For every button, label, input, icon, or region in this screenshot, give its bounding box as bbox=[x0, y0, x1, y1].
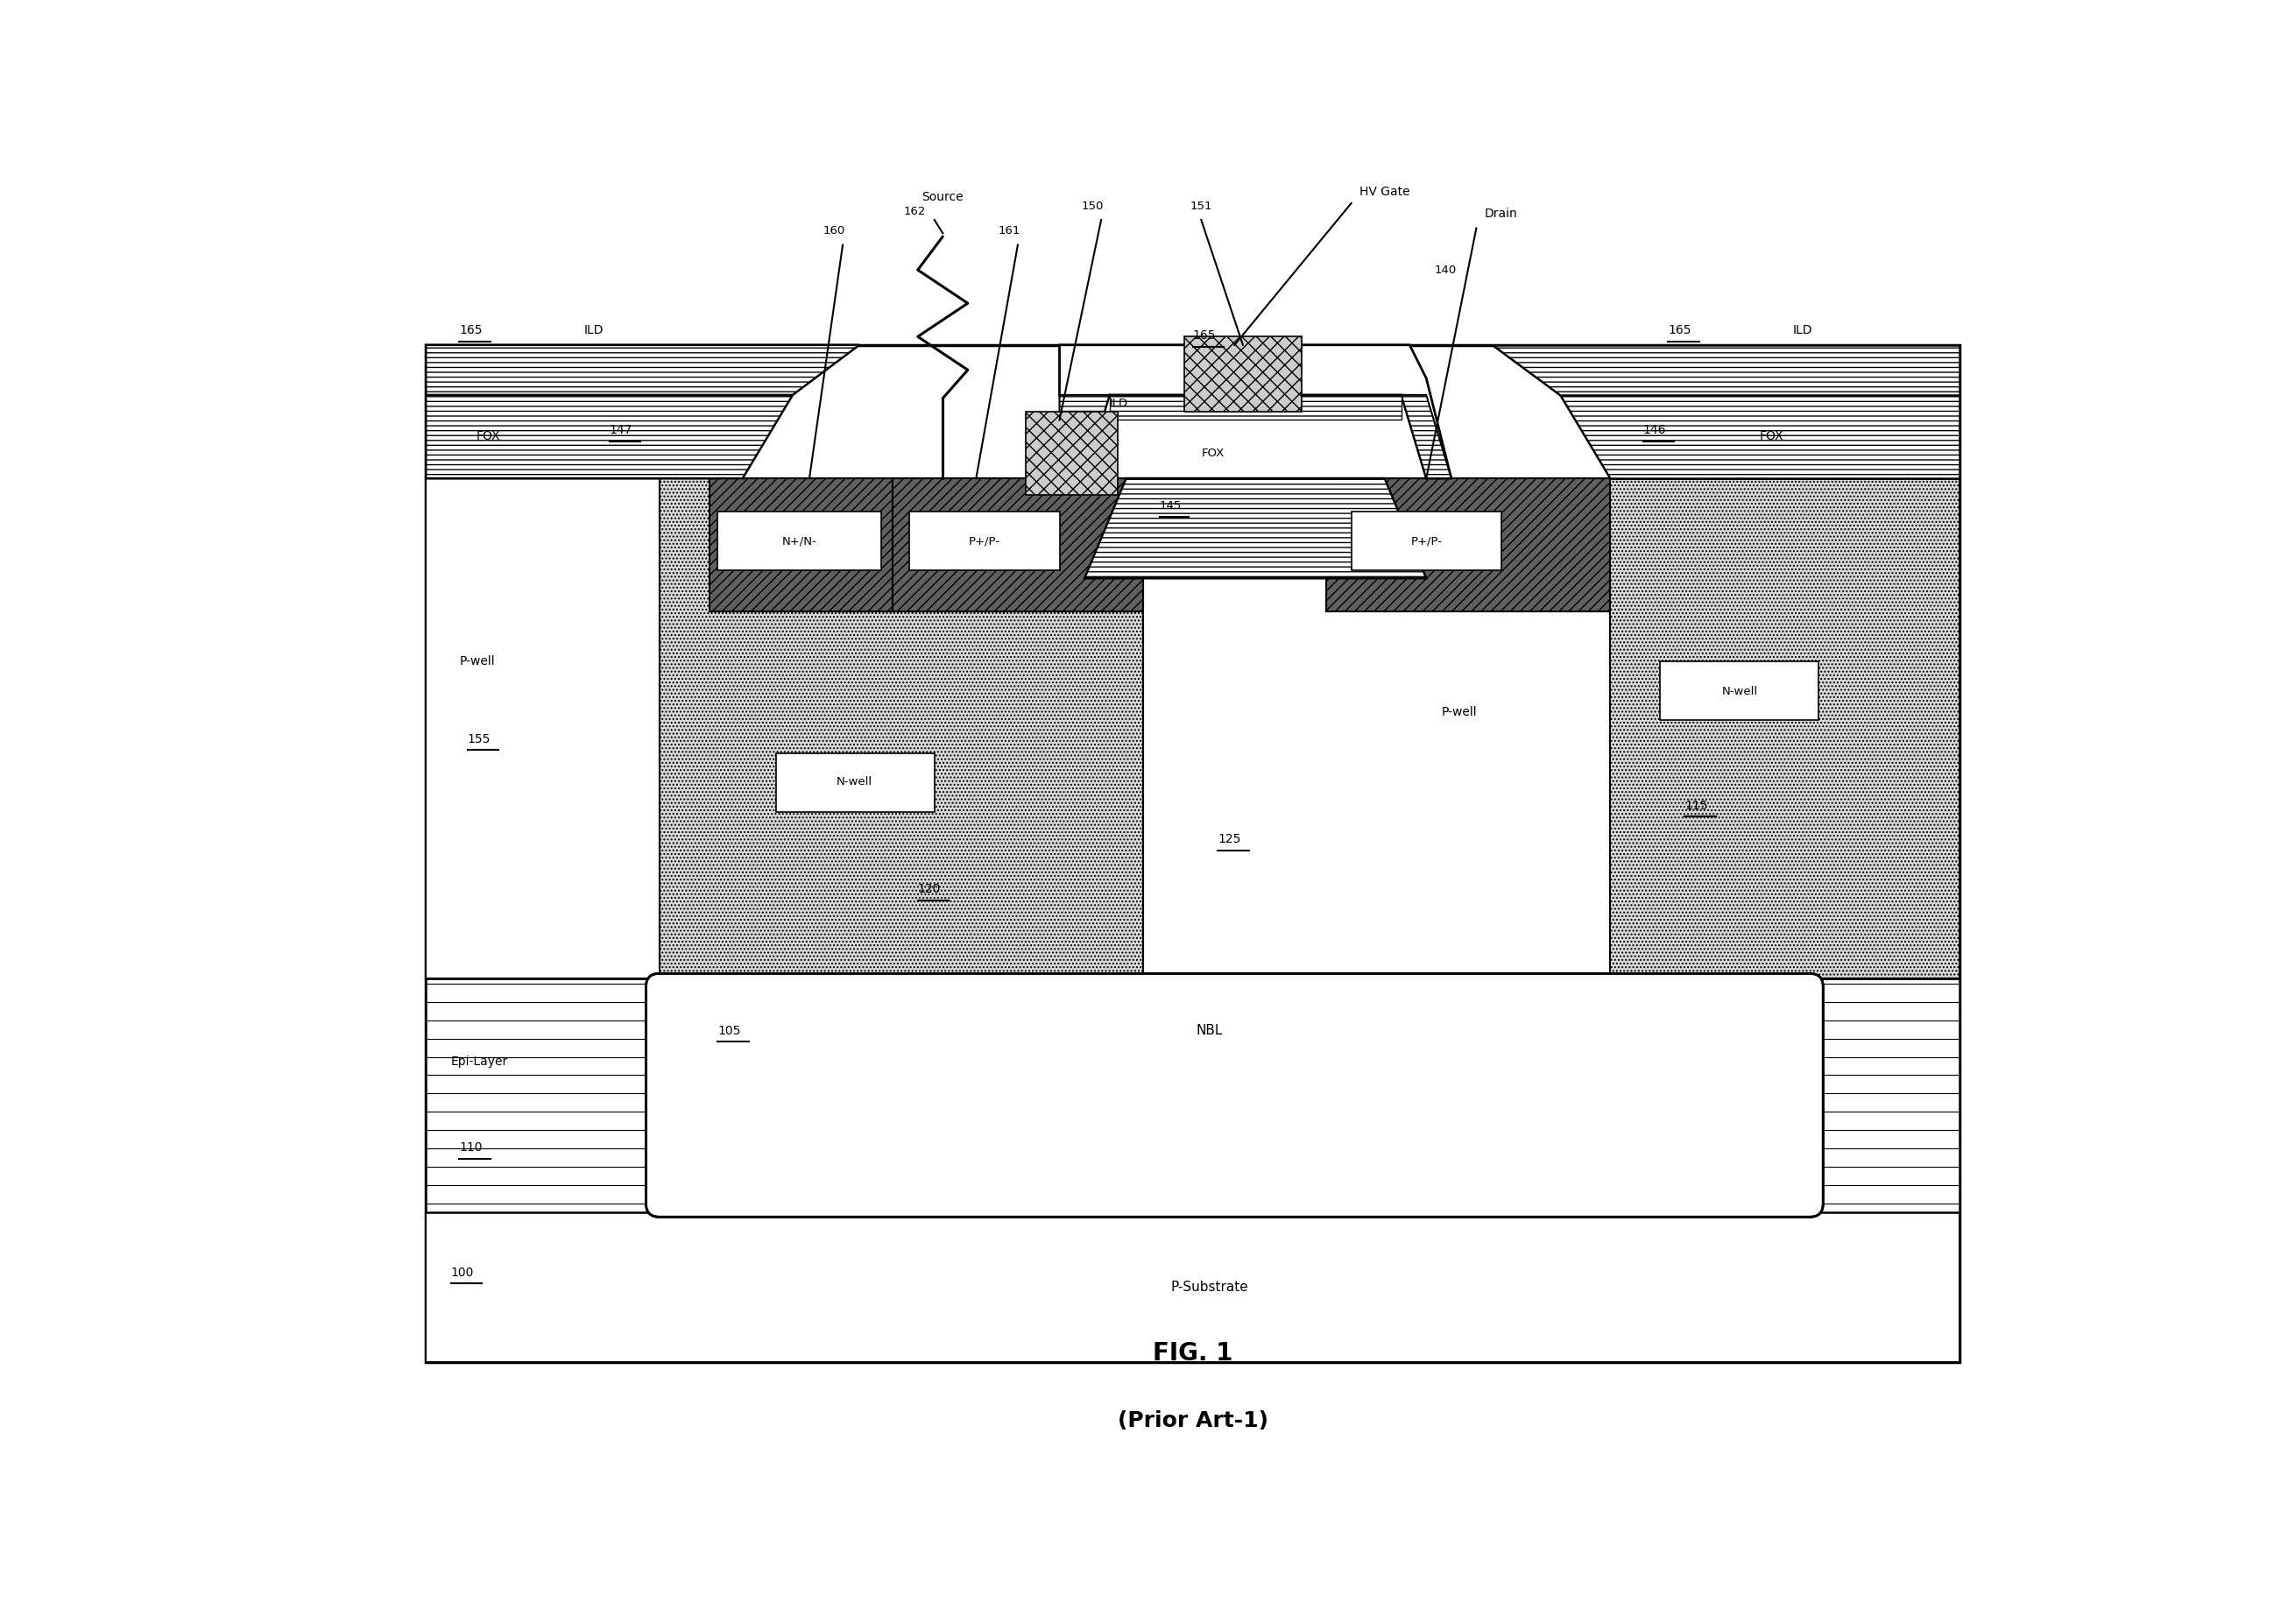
Text: 165: 165 bbox=[459, 325, 482, 336]
Text: ILD: ILD bbox=[1108, 398, 1129, 409]
Bar bbox=[427, 1212, 1960, 1363]
Bar bbox=[427, 479, 1960, 979]
Polygon shape bbox=[1108, 395, 1402, 421]
Bar bbox=[427, 344, 1960, 1363]
Bar bbox=[1352, 512, 1501, 570]
Bar bbox=[427, 479, 659, 979]
Text: 105: 105 bbox=[718, 1025, 741, 1036]
Text: 145: 145 bbox=[1159, 500, 1182, 512]
Polygon shape bbox=[1561, 395, 1960, 479]
FancyBboxPatch shape bbox=[645, 973, 1822, 1216]
Text: P+/P-: P+/P- bbox=[968, 536, 1001, 547]
Polygon shape bbox=[427, 395, 792, 479]
Polygon shape bbox=[1402, 395, 1450, 479]
Text: Source: Source bbox=[923, 192, 964, 203]
Text: 125: 125 bbox=[1219, 833, 1242, 844]
Bar bbox=[1327, 479, 1609, 612]
Bar bbox=[1659, 661, 1818, 719]
Text: ILD: ILD bbox=[585, 325, 604, 336]
Text: 147: 147 bbox=[608, 424, 633, 437]
Text: Drain: Drain bbox=[1485, 208, 1517, 219]
Text: P-Substrate: P-Substrate bbox=[1170, 1280, 1248, 1294]
Bar bbox=[893, 479, 1143, 612]
Text: Epi-Layer: Epi-Layer bbox=[450, 1056, 507, 1069]
Polygon shape bbox=[1060, 344, 1450, 479]
Text: (Prior Art-1): (Prior Art-1) bbox=[1118, 1410, 1269, 1431]
Text: 165: 165 bbox=[1193, 330, 1216, 341]
Text: FOX: FOX bbox=[475, 430, 500, 443]
Text: 151: 151 bbox=[1191, 200, 1212, 211]
Polygon shape bbox=[1060, 395, 1108, 479]
Text: P-well: P-well bbox=[459, 656, 496, 667]
Bar bbox=[718, 512, 881, 570]
Text: 146: 146 bbox=[1643, 424, 1666, 437]
FancyBboxPatch shape bbox=[645, 973, 1822, 1216]
Text: 100: 100 bbox=[450, 1267, 475, 1278]
Text: FIG. 1: FIG. 1 bbox=[1152, 1341, 1232, 1366]
Text: 120: 120 bbox=[918, 883, 941, 895]
Polygon shape bbox=[427, 344, 858, 395]
Text: N-well: N-well bbox=[1721, 685, 1758, 697]
Text: FOX: FOX bbox=[1760, 430, 1783, 443]
Text: FOX: FOX bbox=[1200, 448, 1223, 460]
Text: 155: 155 bbox=[468, 732, 491, 745]
Text: N+/N-: N+/N- bbox=[783, 536, 817, 547]
Text: N-well: N-well bbox=[835, 776, 872, 788]
Text: NBL: NBL bbox=[1196, 1023, 1223, 1036]
Bar bbox=[1184, 336, 1301, 411]
Bar bbox=[909, 512, 1060, 570]
Bar bbox=[776, 754, 934, 812]
Text: 140: 140 bbox=[1434, 265, 1457, 276]
Bar bbox=[709, 479, 893, 612]
Bar bbox=[427, 979, 1960, 1212]
Text: 150: 150 bbox=[1081, 200, 1104, 211]
Text: 165: 165 bbox=[1668, 325, 1691, 336]
Text: 115: 115 bbox=[1685, 799, 1707, 812]
Bar bbox=[1609, 479, 1960, 979]
Text: 160: 160 bbox=[824, 226, 845, 237]
Text: 161: 161 bbox=[998, 226, 1021, 237]
Bar bbox=[659, 479, 1143, 979]
Bar bbox=[1026, 411, 1118, 495]
Bar bbox=[1143, 479, 1609, 979]
Polygon shape bbox=[1584, 395, 1960, 479]
Text: P+/P-: P+/P- bbox=[1411, 536, 1441, 547]
Polygon shape bbox=[1494, 344, 1960, 395]
Text: 162: 162 bbox=[904, 206, 927, 218]
Text: HV Gate: HV Gate bbox=[1359, 187, 1409, 198]
Text: P-well: P-well bbox=[1441, 705, 1478, 718]
Text: ILD: ILD bbox=[1792, 325, 1813, 336]
Text: 110: 110 bbox=[459, 1142, 482, 1153]
Polygon shape bbox=[1086, 479, 1425, 578]
Polygon shape bbox=[427, 395, 744, 479]
